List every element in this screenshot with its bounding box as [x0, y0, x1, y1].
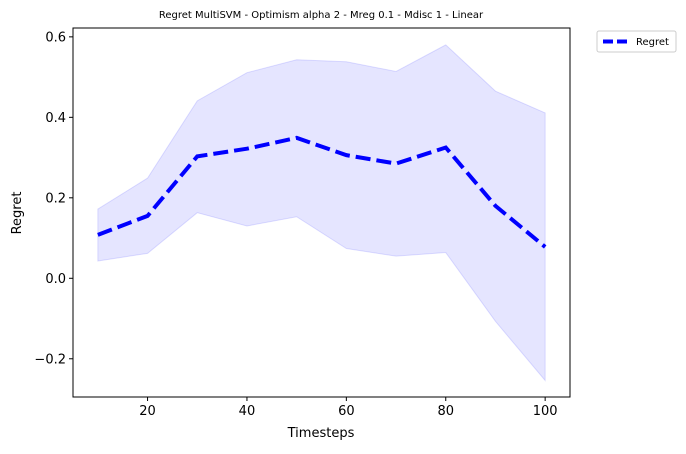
legend: Regret — [596, 30, 677, 53]
y-axis-label: Regret — [10, 192, 25, 235]
legend-box — [596, 30, 677, 53]
legend-label-regret: Regret — [636, 37, 669, 48]
x-tick-label: 60 — [338, 404, 355, 419]
series-line-regret — [97, 135, 547, 249]
y-tick-label: 0.2 — [45, 191, 66, 206]
x-tick-label: 40 — [239, 404, 256, 419]
y-tick-label: −0.2 — [34, 352, 66, 367]
x-tick-label: 80 — [437, 404, 454, 419]
y-tick-label: 0.0 — [45, 272, 66, 287]
chart-title: Regret MultiSVM - Optimism alpha 2 - Mre… — [159, 10, 484, 21]
x-axis-ticks: 20 40 60 80 100 — [139, 397, 558, 419]
y-tick-label: 0.4 — [45, 111, 66, 126]
series-line-layer — [97, 135, 547, 249]
y-tick-label: 0.6 — [45, 30, 66, 45]
plot-frame — [72, 27, 571, 398]
confidence-band — [97, 44, 546, 382]
y-axis-ticks: −0.2 0.0 0.2 0.4 0.6 — [34, 30, 73, 367]
x-tick-label: 20 — [139, 404, 156, 419]
x-axis-label: Timesteps — [287, 426, 355, 441]
confidence-band-layer — [97, 44, 546, 382]
x-tick-label: 100 — [533, 404, 558, 419]
